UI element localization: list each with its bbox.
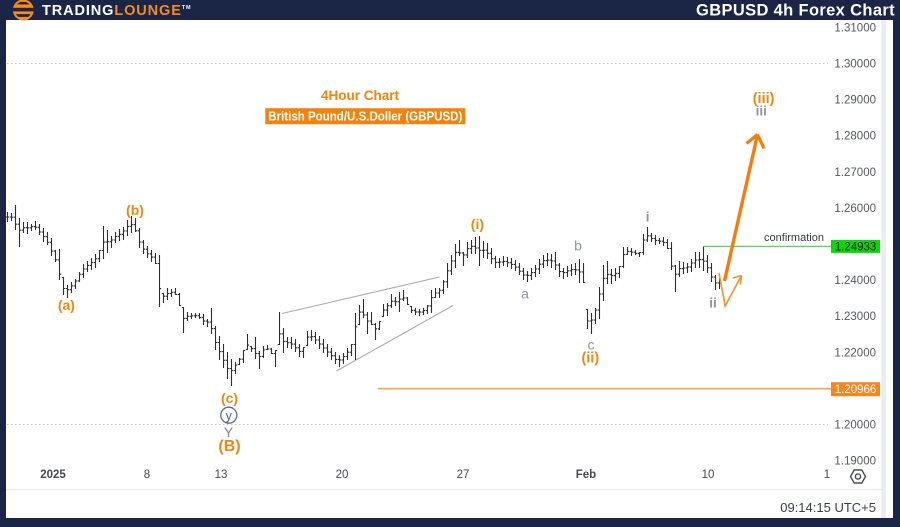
svg-text:Feb: Feb: [576, 469, 596, 481]
svg-text:10: 10: [702, 469, 715, 481]
svg-text:4Hour Chart: 4Hour Chart: [321, 88, 400, 103]
svg-text:confirmation: confirmation: [764, 232, 824, 244]
svg-text:(ii): (ii): [581, 351, 599, 367]
svg-text:8: 8: [144, 469, 150, 481]
svg-text:1.26000: 1.26000: [834, 203, 876, 215]
svg-text:1.30000: 1.30000: [834, 59, 876, 71]
svg-text:2025: 2025: [40, 469, 66, 481]
svg-text:1.20000: 1.20000: [834, 420, 876, 432]
svg-text:GBPUSD 4h Forex Chart: GBPUSD 4h Forex Chart: [696, 2, 895, 20]
svg-text:1.28000: 1.28000: [834, 131, 876, 143]
svg-text:c: c: [588, 337, 595, 353]
svg-text:1.31000: 1.31000: [834, 22, 876, 34]
svg-text:b: b: [574, 238, 582, 254]
svg-text:1.22000: 1.22000: [834, 347, 876, 359]
svg-text:1.19000: 1.19000: [834, 456, 876, 468]
svg-text:(B): (B): [218, 438, 240, 455]
svg-text:13: 13: [215, 469, 228, 481]
svg-text:1.24933: 1.24933: [835, 241, 877, 253]
svg-text:i: i: [646, 210, 650, 225]
svg-text:British Pound/U.S.Doller (GBPU: British Pound/U.S.Doller (GBPUSD): [268, 109, 462, 124]
svg-text:Y: Y: [224, 424, 234, 440]
svg-text:1.27000: 1.27000: [834, 167, 876, 179]
svg-text:(i): (i): [471, 216, 484, 232]
svg-text:(c): (c): [221, 390, 238, 406]
svg-text:1: 1: [824, 469, 830, 481]
svg-text:1.29000: 1.29000: [834, 95, 876, 107]
svg-text:(iii): (iii): [753, 91, 775, 107]
svg-text:iii: iii: [756, 104, 767, 119]
svg-text:TRADINGLOUNGETM: TRADINGLOUNGETM: [42, 3, 192, 19]
svg-text:1.24000: 1.24000: [834, 275, 876, 287]
svg-text:1.20966: 1.20966: [835, 384, 877, 396]
svg-text:(a): (a): [58, 297, 75, 313]
svg-text:09:14:15 UTC+5: 09:14:15 UTC+5: [780, 500, 876, 515]
svg-text:y: y: [226, 409, 233, 423]
svg-text:(b): (b): [126, 202, 144, 218]
svg-text:20: 20: [336, 469, 349, 481]
svg-text:a: a: [521, 286, 529, 302]
svg-text:1.23000: 1.23000: [834, 311, 876, 323]
svg-text:ii: ii: [709, 296, 717, 311]
svg-text:27: 27: [457, 469, 470, 481]
